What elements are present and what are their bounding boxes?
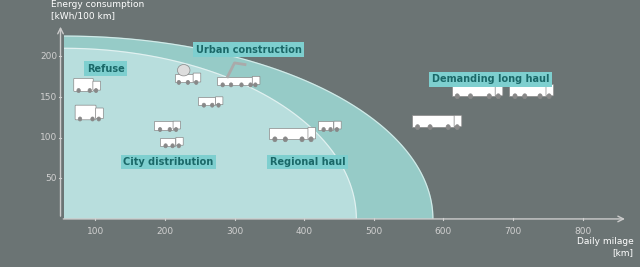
Circle shape — [446, 125, 451, 129]
FancyBboxPatch shape — [334, 121, 341, 129]
Circle shape — [78, 117, 82, 121]
FancyBboxPatch shape — [217, 77, 252, 85]
Text: 150: 150 — [40, 93, 57, 101]
FancyBboxPatch shape — [252, 76, 260, 84]
Text: 200: 200 — [40, 52, 57, 61]
Circle shape — [195, 80, 198, 84]
Text: 600: 600 — [435, 227, 452, 236]
Circle shape — [202, 103, 205, 107]
Text: Demanding long haul: Demanding long haul — [432, 74, 549, 84]
Circle shape — [523, 94, 527, 99]
FancyBboxPatch shape — [75, 105, 96, 120]
Circle shape — [284, 137, 287, 142]
Text: 700: 700 — [504, 227, 522, 236]
Text: 100: 100 — [40, 133, 57, 142]
Circle shape — [158, 128, 162, 132]
FancyBboxPatch shape — [269, 128, 308, 139]
FancyBboxPatch shape — [173, 121, 180, 129]
Polygon shape — [64, 36, 433, 219]
Circle shape — [221, 83, 225, 87]
FancyBboxPatch shape — [176, 138, 183, 145]
FancyBboxPatch shape — [318, 121, 333, 129]
Circle shape — [496, 94, 500, 99]
Circle shape — [94, 89, 98, 93]
Text: City distribution: City distribution — [124, 157, 214, 167]
Text: Refuse: Refuse — [87, 64, 125, 74]
Circle shape — [171, 144, 174, 148]
Circle shape — [177, 80, 180, 84]
Circle shape — [309, 137, 313, 142]
Circle shape — [240, 83, 243, 87]
Text: Regional haul: Regional haul — [270, 157, 346, 167]
Text: 300: 300 — [226, 227, 243, 236]
Circle shape — [186, 80, 189, 84]
Circle shape — [88, 89, 92, 93]
Circle shape — [322, 128, 325, 132]
Circle shape — [487, 94, 492, 99]
Text: 50: 50 — [45, 174, 57, 183]
FancyBboxPatch shape — [308, 128, 316, 139]
Circle shape — [513, 94, 517, 99]
FancyBboxPatch shape — [175, 74, 193, 83]
Circle shape — [174, 128, 178, 132]
Circle shape — [300, 137, 304, 142]
Circle shape — [335, 128, 339, 132]
FancyBboxPatch shape — [495, 84, 503, 96]
FancyBboxPatch shape — [160, 138, 175, 146]
Text: Daily milage
[km]: Daily milage [km] — [577, 237, 634, 257]
Text: 100: 100 — [86, 227, 104, 236]
Circle shape — [229, 83, 233, 87]
Polygon shape — [64, 48, 356, 219]
Text: Urban construction: Urban construction — [195, 45, 301, 55]
FancyBboxPatch shape — [216, 97, 223, 105]
FancyBboxPatch shape — [193, 73, 201, 82]
Circle shape — [468, 94, 472, 99]
Circle shape — [428, 125, 432, 129]
Text: 200: 200 — [156, 227, 173, 236]
Circle shape — [415, 125, 420, 129]
Text: Energy consumption
[kWh/100 km]: Energy consumption [kWh/100 km] — [51, 0, 145, 20]
Circle shape — [97, 117, 100, 121]
Circle shape — [538, 94, 542, 99]
Circle shape — [547, 94, 551, 99]
FancyBboxPatch shape — [454, 115, 462, 127]
Ellipse shape — [177, 65, 190, 76]
Circle shape — [455, 94, 460, 99]
Circle shape — [91, 117, 94, 121]
FancyBboxPatch shape — [452, 84, 495, 96]
FancyBboxPatch shape — [198, 97, 215, 105]
FancyBboxPatch shape — [546, 84, 554, 96]
Text: 500: 500 — [365, 227, 382, 236]
Circle shape — [249, 83, 252, 87]
FancyBboxPatch shape — [93, 81, 100, 90]
Circle shape — [77, 89, 81, 93]
Text: 400: 400 — [296, 227, 313, 236]
FancyBboxPatch shape — [509, 85, 546, 96]
FancyBboxPatch shape — [154, 121, 173, 129]
Text: 800: 800 — [574, 227, 591, 236]
Circle shape — [273, 137, 277, 142]
FancyBboxPatch shape — [412, 115, 454, 127]
Circle shape — [177, 144, 180, 148]
Circle shape — [211, 103, 214, 107]
Circle shape — [168, 128, 172, 132]
Circle shape — [329, 128, 332, 132]
Circle shape — [217, 103, 220, 107]
FancyBboxPatch shape — [95, 108, 103, 119]
Circle shape — [164, 144, 167, 148]
Circle shape — [455, 125, 460, 129]
FancyBboxPatch shape — [74, 78, 93, 91]
Circle shape — [253, 83, 257, 87]
